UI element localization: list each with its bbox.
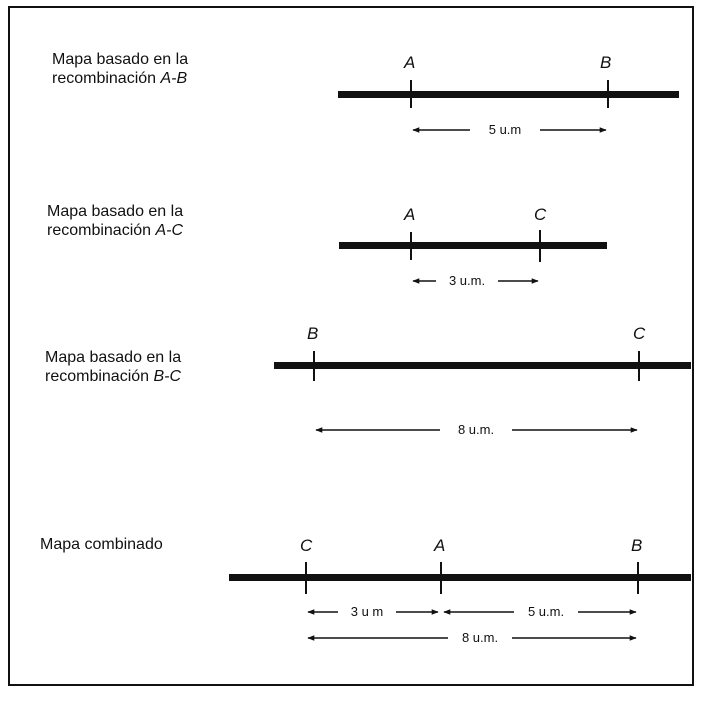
- map3-title: Mapa basado en la recombinación B-C: [45, 348, 181, 386]
- map1-chromosome-bar: [338, 91, 679, 98]
- map2-distance-label: 3 u.m.: [449, 273, 485, 288]
- map1-title-prefix: recombinación: [52, 70, 161, 87]
- map1-title-line1: Mapa basado en la: [52, 51, 189, 68]
- map3-locus-c: C: [633, 324, 646, 343]
- map2-title-line2: recombinación A-C: [47, 221, 183, 240]
- map4-locus-c: C: [300, 536, 313, 555]
- map1-locus-a: A: [403, 53, 415, 72]
- map2-title-line1: Mapa basado en la: [47, 203, 184, 220]
- figure-frame: [8, 6, 694, 686]
- map2-title: Mapa basado en la recombinación A-C: [47, 202, 183, 240]
- map4-chromosome: C A B 3 u m 5 u.m. 8 u.m.: [229, 536, 691, 645]
- map4-ca-distance-label: 3 u m: [351, 604, 384, 619]
- map1-chromosome: A B 5 u.m: [338, 53, 679, 137]
- map4-chromosome-bar: [229, 574, 691, 581]
- map1-title: Mapa basado en la recombinación A-B: [52, 50, 188, 88]
- map2-locus-c: C: [534, 205, 547, 224]
- map2-title-prefix: recombinación: [47, 222, 156, 239]
- map3-distance-label: 8 u.m.: [458, 422, 494, 437]
- map4-title: Mapa combinado: [40, 535, 163, 554]
- map4-cb-distance-label: 8 u.m.: [462, 630, 498, 645]
- map1-distance-label: 5 u.m: [489, 122, 522, 137]
- map1-title-loci: A-B: [160, 70, 188, 87]
- map1-locus-b: B: [600, 53, 611, 72]
- map1-title-line2: recombinación A-B: [52, 69, 188, 88]
- map3-chromosome-bar: [274, 362, 691, 369]
- map4-ab-distance-label: 5 u.m.: [528, 604, 564, 619]
- map4-title-line1: Mapa combinado: [40, 536, 163, 553]
- map3-chromosome: B C 8 u.m.: [274, 324, 691, 437]
- map3-title-line1: Mapa basado en la: [45, 349, 182, 366]
- map2-chromosome-bar: [339, 242, 607, 249]
- map2-chromosome: A C 3 u.m.: [339, 205, 607, 288]
- map4-locus-b: B: [631, 536, 642, 555]
- map2-title-loci: A-C: [155, 222, 184, 239]
- map3-title-prefix: recombinación: [45, 368, 154, 385]
- map2-locus-a: A: [403, 205, 415, 224]
- map3-title-loci: B-C: [153, 368, 182, 385]
- map4-locus-a: A: [433, 536, 445, 555]
- map3-locus-b: B: [307, 324, 318, 343]
- map3-title-line2: recombinación B-C: [45, 367, 181, 386]
